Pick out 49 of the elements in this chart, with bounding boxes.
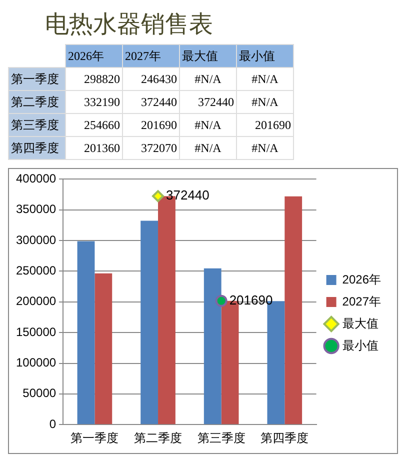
legend-label: 最大值 bbox=[180, 44, 236, 68]
y-tick-label: 200000 bbox=[16, 294, 56, 308]
y-tick-label: 350000 bbox=[16, 202, 56, 216]
data-label: #N/A bbox=[236, 68, 294, 90]
data-label: 246430 bbox=[122, 68, 180, 90]
data-label: 298820 bbox=[66, 68, 122, 90]
data-label: 201690 bbox=[122, 114, 180, 136]
data-label: #N/A bbox=[236, 90, 294, 114]
data-label: 201360 bbox=[66, 136, 122, 160]
text: 2026年 bbox=[66, 44, 122, 68]
bar bbox=[77, 241, 95, 424]
legend-label: 2027年 bbox=[342, 294, 382, 308]
category-label: 第四季度 bbox=[8, 136, 66, 160]
data-label: 254660 bbox=[66, 114, 122, 136]
legend-label: 最小值 bbox=[236, 44, 294, 68]
data-label: 372440 bbox=[180, 90, 236, 114]
data-label: 372440 bbox=[122, 90, 180, 114]
data-label: 201690 bbox=[236, 114, 294, 136]
category-label: 第二季度 bbox=[8, 90, 66, 114]
category-label: 第三季度 bbox=[8, 114, 66, 136]
bar bbox=[140, 220, 158, 424]
y-tick-label: 100000 bbox=[16, 356, 56, 370]
legend-label: 最大值 bbox=[342, 316, 378, 330]
category-label: 第一季度 bbox=[8, 68, 66, 90]
x-tick-label: 第四季度 bbox=[260, 431, 309, 446]
legend-label: 2026年 bbox=[342, 272, 382, 286]
data-label: 372440 bbox=[166, 188, 210, 203]
data-label: 332190 bbox=[66, 90, 122, 114]
bar bbox=[204, 268, 222, 424]
bar bbox=[284, 196, 302, 424]
data-label: #N/A bbox=[236, 136, 294, 160]
y-tick-label: 250000 bbox=[16, 264, 56, 278]
y-tick-label: 150000 bbox=[16, 324, 56, 339]
data-label: #N/A bbox=[180, 114, 236, 136]
data-label: #N/A bbox=[180, 136, 236, 160]
x-tick-label: 第二季度 bbox=[134, 431, 182, 446]
bar bbox=[94, 273, 112, 424]
y-tick-label: 0 bbox=[49, 416, 56, 431]
legend-label: 最小值 bbox=[342, 338, 378, 352]
data-label: #N/A bbox=[180, 68, 236, 90]
y-tick-label: 400000 bbox=[16, 172, 56, 186]
x-tick-label: 第一季度 bbox=[70, 431, 119, 446]
x-tick-label: 第三季度 bbox=[197, 431, 246, 446]
text: 电热水器销售表 bbox=[45, 11, 213, 40]
y-tick-label: 300000 bbox=[16, 232, 56, 247]
data-label: 372070 bbox=[122, 136, 180, 160]
legend-label: 2027年 bbox=[122, 44, 180, 68]
data-label: 201690 bbox=[229, 292, 273, 308]
y-tick-label: 50000 bbox=[22, 386, 56, 400]
